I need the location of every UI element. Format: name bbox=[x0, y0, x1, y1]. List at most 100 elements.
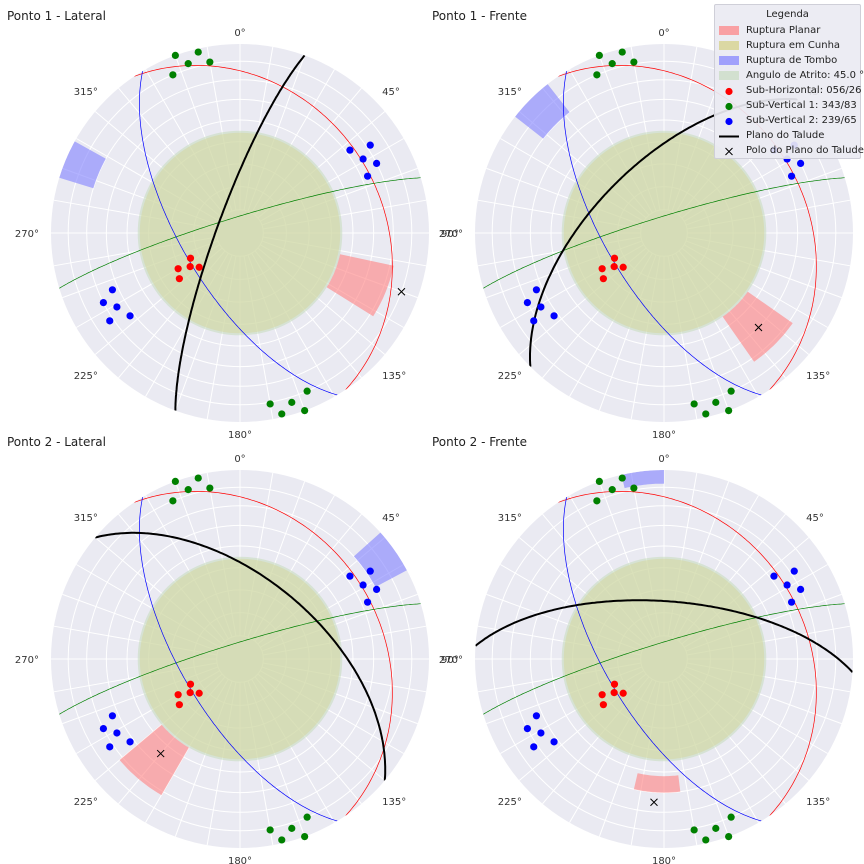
family-pole-3 bbox=[359, 581, 367, 589]
legend-label: Polo do Plano do Talude bbox=[746, 145, 864, 156]
family-pole-1 bbox=[195, 263, 203, 271]
family-pole-antipode-3 bbox=[126, 312, 134, 320]
family-pole-antipode-2 bbox=[184, 486, 192, 494]
grid-ring bbox=[510, 505, 818, 813]
panel-title: Ponto 2 - Frente bbox=[432, 435, 527, 449]
legend-swatch bbox=[719, 86, 739, 96]
grid-ring bbox=[67, 60, 413, 406]
family-pole-antipode-2 bbox=[171, 51, 179, 59]
planar-zone bbox=[633, 773, 681, 793]
legend-entry: Sub-Vertical 2: 239/65 bbox=[715, 113, 860, 128]
azimuth-label: 225° bbox=[74, 371, 98, 382]
family-pole-1 bbox=[619, 263, 627, 271]
family-pole-antipode-2 bbox=[593, 497, 601, 505]
grid-ring bbox=[67, 486, 413, 832]
stereonet-panel-1: Ponto 1 - Lateral 0° 45° 90° 135° 180° 225° 270… bbox=[7, 9, 459, 441]
family-pole-1 bbox=[610, 254, 619, 262]
azimuth-label: 315° bbox=[498, 87, 522, 98]
family-pole-3 bbox=[363, 172, 372, 180]
family-pole-2 bbox=[727, 813, 735, 821]
family-pole-3 bbox=[770, 572, 778, 580]
family-pole-3 bbox=[366, 567, 374, 575]
legend-entry: Ruptura em Cunha bbox=[715, 38, 860, 53]
family-pole-2 bbox=[288, 824, 296, 832]
grid-ring bbox=[126, 545, 354, 773]
family-great-circle-2 bbox=[483, 603, 845, 715]
slope-great-circle bbox=[94, 531, 387, 781]
azimuth-label: 0° bbox=[234, 28, 245, 39]
family-pole-antipode-3 bbox=[532, 286, 541, 294]
azimuth-label: 0° bbox=[658, 454, 669, 465]
family-pole-1 bbox=[174, 265, 182, 273]
legend-swatch bbox=[719, 71, 739, 80]
family-pole-antipode-3 bbox=[530, 743, 538, 751]
family-pole-antipode-3 bbox=[99, 299, 108, 307]
slope-great-circle bbox=[174, 54, 306, 411]
slope-pole-marker bbox=[754, 323, 763, 332]
azimuth-label: 0° bbox=[234, 454, 245, 465]
family-great-circle-3 bbox=[563, 70, 762, 396]
legend-label: Ruptura Planar bbox=[746, 25, 821, 36]
azimuth-label: 45° bbox=[382, 87, 400, 98]
family-great-circle-1 bbox=[134, 491, 393, 816]
family-great-circle-1 bbox=[558, 491, 817, 816]
family-pole-3 bbox=[790, 567, 798, 575]
family-pole-antipode-3 bbox=[106, 317, 114, 325]
family-pole-antipode-3 bbox=[550, 312, 558, 320]
legend-label: Angulo de Atrito: 45.0 ° bbox=[746, 70, 864, 81]
family-pole-antipode-3 bbox=[126, 738, 134, 746]
azimuth-label: 135° bbox=[806, 797, 830, 808]
wedge-zone bbox=[563, 558, 765, 760]
family-pole-antipode-2 bbox=[618, 48, 626, 56]
legend-entry: Sub-Vertical 1: 343/83 bbox=[715, 98, 860, 113]
planar-zone bbox=[326, 254, 394, 317]
friction-cone bbox=[137, 556, 343, 762]
wedge-zone bbox=[139, 132, 341, 334]
family-pole-antipode-3 bbox=[537, 303, 545, 311]
family-pole-2 bbox=[303, 387, 311, 395]
azimuth-label: 45° bbox=[806, 513, 824, 524]
family-pole-1 bbox=[599, 701, 607, 709]
net-grid bbox=[51, 44, 429, 422]
family-pole-antipode-3 bbox=[532, 712, 541, 720]
family-pole-1 bbox=[598, 265, 606, 273]
azimuth-label: 225° bbox=[498, 371, 522, 382]
legend-swatch bbox=[719, 56, 739, 65]
family-pole-3 bbox=[363, 598, 372, 606]
planar-zone bbox=[119, 724, 189, 796]
family-great-circle-3 bbox=[139, 70, 338, 396]
azimuth-label: 270° bbox=[15, 655, 39, 666]
legend-swatch bbox=[719, 101, 739, 111]
family-pole-antipode-2 bbox=[593, 71, 601, 79]
family-pole-1 bbox=[610, 263, 618, 271]
legend-entry: Angulo de Atrito: 45.0 ° bbox=[715, 68, 864, 83]
stereonet-panel-4: Ponto 2 - Frente 0° 45° 90° 135° 180° 225° 270°… bbox=[432, 435, 853, 864]
legend-label: Sub-Vertical 2: 239/65 bbox=[746, 115, 857, 126]
family-pole-antipode-2 bbox=[595, 51, 603, 59]
family-pole-2 bbox=[727, 387, 735, 395]
family-pole-1 bbox=[186, 254, 195, 262]
family-pole-antipode-3 bbox=[537, 729, 545, 737]
legend: Legenda Ruptura Planar Ruptura em Cunha Ru… bbox=[714, 4, 864, 159]
family-pole-antipode-3 bbox=[106, 743, 114, 751]
azimuth-label: 135° bbox=[382, 371, 406, 382]
legend-entry: Ruptura de Tombo bbox=[715, 53, 860, 68]
family-pole-3 bbox=[346, 572, 354, 580]
legend-label: Plano do Talude bbox=[746, 130, 825, 141]
family-pole-antipode-2 bbox=[194, 474, 202, 482]
family-pole-3 bbox=[372, 585, 381, 593]
family-pole-1 bbox=[619, 689, 627, 697]
toppling-zone bbox=[515, 84, 570, 139]
family-pole-3 bbox=[796, 159, 805, 167]
grid-ring bbox=[529, 524, 799, 794]
legend-title: Legenda bbox=[766, 9, 809, 20]
slope-pole-marker bbox=[156, 749, 165, 758]
azimuth-label: 225° bbox=[498, 797, 522, 808]
family-pole-3 bbox=[783, 581, 791, 589]
grid-ring bbox=[491, 60, 837, 406]
family-pole-antipode-2 bbox=[184, 60, 192, 68]
azimuth-label: 270° bbox=[15, 229, 39, 240]
family-pole-2 bbox=[712, 398, 720, 406]
azimuth-label: 180° bbox=[228, 430, 252, 441]
